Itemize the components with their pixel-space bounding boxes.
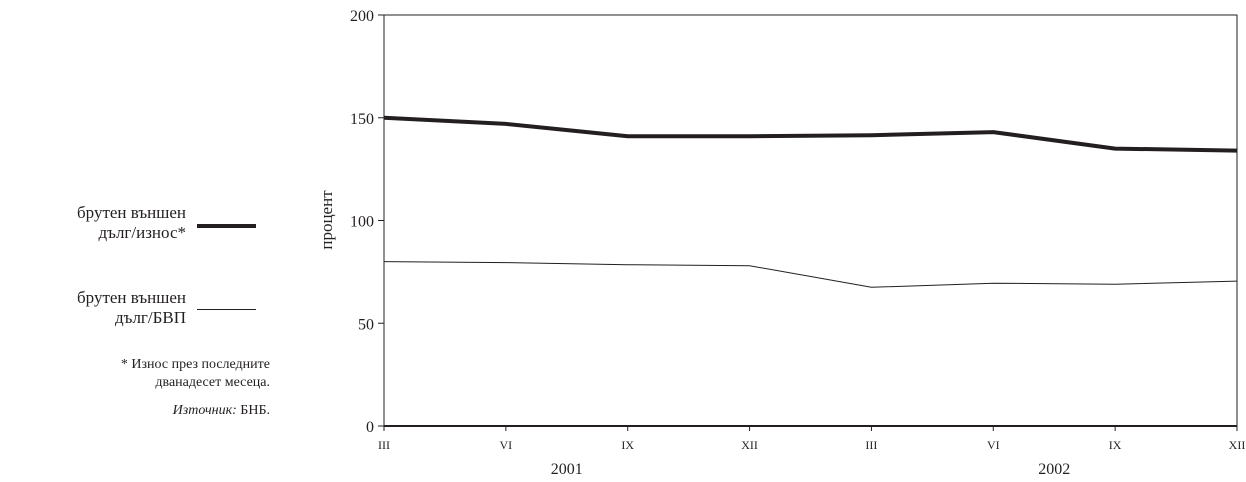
source-label: Източник: [172, 403, 237, 418]
x-tick-label-3: XII [741, 438, 758, 452]
y-axis-label: процент [317, 190, 336, 250]
legend-label-debt-exports-line1: брутен външен [77, 203, 186, 222]
y-tick-label-100: 100 [350, 214, 374, 231]
series-line-1 [383, 261, 1238, 288]
chart-series [383, 115, 1238, 288]
x-tick-label-6: IX [1109, 438, 1122, 452]
legend-label-debt-gdp: брутен външен дълг/БВП [77, 288, 186, 328]
plot-frame [383, 14, 1238, 427]
legend-swatch-thin-line [197, 309, 256, 310]
source-note: Източник: БНБ. [10, 402, 270, 420]
x-group-label-0: 2001 [551, 461, 583, 478]
legend-swatch-thick-line [197, 224, 256, 228]
legend-label-debt-gdp-line2: дълг/БВП [115, 308, 186, 327]
x-tick-label-0: III [378, 438, 390, 452]
x-tick-label-7: XII [1229, 438, 1246, 452]
y-tick-label-200: 200 [350, 8, 374, 25]
y-tick-label-50: 50 [358, 316, 374, 333]
x-tick-label-4: III [865, 438, 877, 452]
footnote-line2: дванадесет месеца. [155, 375, 270, 390]
source-value: БНБ. [236, 403, 270, 418]
x-tick-label-1: VI [500, 438, 513, 452]
x-group-label-1: 2002 [1038, 461, 1070, 478]
legend-label-debt-exports-line2: дълг/износ* [98, 223, 187, 242]
legend: брутен външен дълг/износ* брутен външен … [0, 0, 270, 482]
footnote: * Износ през последните дванадесет месец… [10, 356, 270, 392]
x-tick-label-2: IX [621, 438, 634, 452]
legend-label-debt-gdp-line1: брутен външен [77, 288, 186, 307]
series-line-0 [383, 115, 1238, 153]
x-axis-ticks: III VI IX XII III VI IX XII 2001 2002 [378, 426, 1245, 478]
y-tick-label-150: 150 [350, 111, 374, 128]
y-tick-label-0: 0 [366, 419, 374, 436]
footnote-line1: * Износ през последните [120, 357, 270, 372]
legend-label-debt-exports: брутен външен дълг/износ* [77, 203, 186, 243]
x-tick-label-5: VI [987, 438, 1000, 452]
y-axis-ticks: 0 50 100 150 200 [350, 8, 384, 436]
chart-axes [383, 14, 1238, 427]
